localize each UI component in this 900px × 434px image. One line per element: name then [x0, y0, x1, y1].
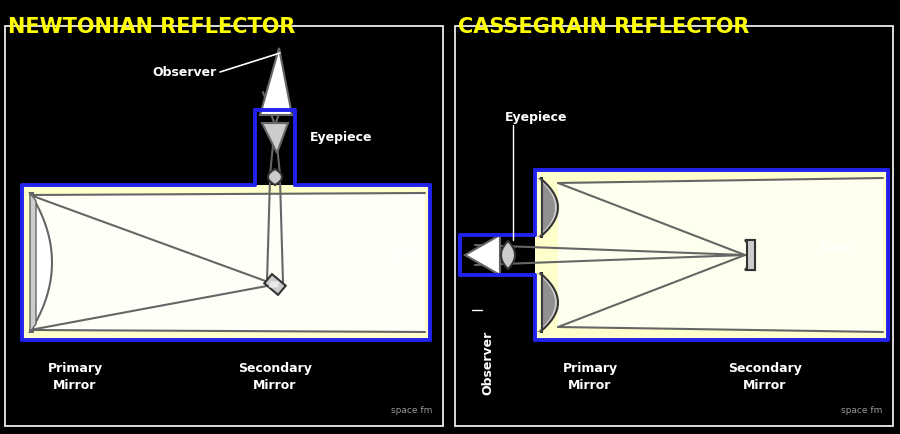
Polygon shape	[535, 170, 888, 340]
Bar	[5, 26, 443, 426]
Text: Secondary
Mirror: Secondary Mirror	[728, 362, 802, 392]
Polygon shape	[260, 48, 292, 115]
Polygon shape	[460, 235, 535, 275]
Polygon shape	[265, 274, 286, 295]
Polygon shape	[268, 282, 280, 287]
Polygon shape	[255, 110, 295, 185]
Polygon shape	[537, 178, 555, 237]
Polygon shape	[537, 273, 555, 332]
Polygon shape	[22, 185, 430, 340]
Polygon shape	[501, 241, 515, 269]
Text: NEWTONIAN REFLECTOR: NEWTONIAN REFLECTOR	[8, 17, 295, 37]
Text: CASSEGRAIN REFLECTOR: CASSEGRAIN REFLECTOR	[458, 17, 750, 37]
Polygon shape	[30, 193, 52, 332]
Text: Observer: Observer	[152, 66, 216, 79]
Text: Secondary
Mirror: Secondary Mirror	[238, 362, 312, 392]
Polygon shape	[268, 169, 282, 185]
Text: Primary
Mirror: Primary Mirror	[48, 362, 103, 392]
Text: Eyepiece: Eyepiece	[505, 112, 568, 125]
Text: Eyepiece: Eyepiece	[310, 132, 373, 145]
Text: Observer: Observer	[482, 331, 494, 395]
Polygon shape	[540, 273, 558, 332]
Text: Primary
Mirror: Primary Mirror	[562, 362, 617, 392]
Text: space fm: space fm	[391, 406, 432, 415]
Polygon shape	[30, 193, 36, 332]
Polygon shape	[558, 178, 883, 332]
Polygon shape	[465, 235, 500, 275]
Bar	[455, 26, 893, 426]
Polygon shape	[745, 240, 755, 270]
Polygon shape	[30, 193, 425, 332]
Polygon shape	[262, 123, 288, 153]
Text: space fm: space fm	[841, 406, 882, 415]
Bar	[747, 240, 755, 270]
Text: Light: Light	[820, 241, 856, 254]
Text: Light: Light	[380, 249, 416, 262]
Polygon shape	[540, 178, 558, 237]
